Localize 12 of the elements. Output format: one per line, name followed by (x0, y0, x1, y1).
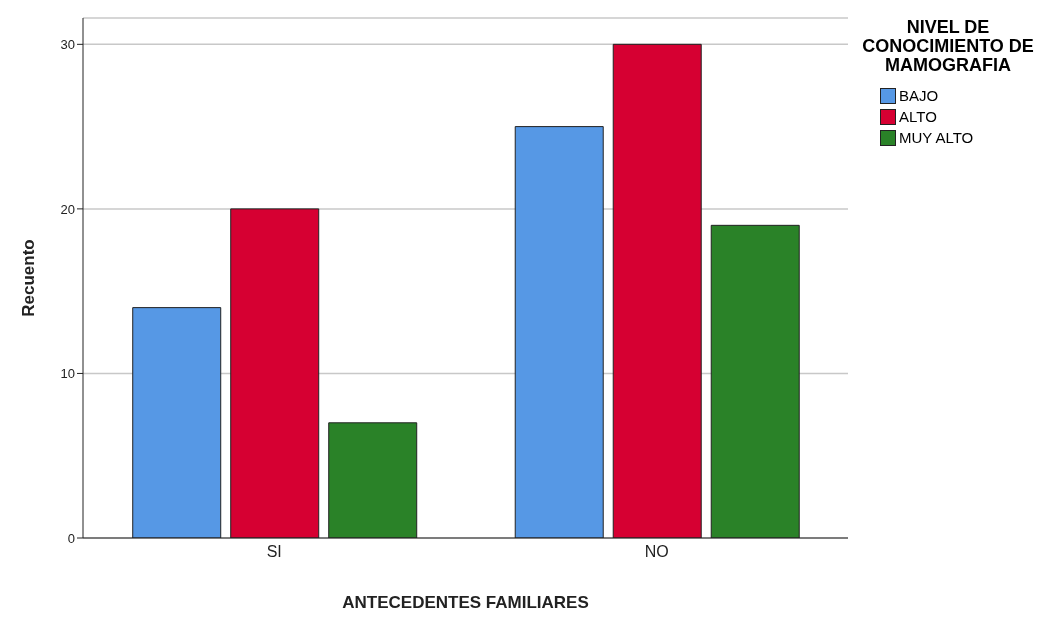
x-tick-label: SI (266, 543, 282, 561)
y-axis-title: Recuento (19, 239, 39, 317)
y-tick-label: 30 (60, 36, 75, 52)
legend-label: ALTO (899, 108, 937, 125)
legend-title: NIVEL DE CONOCIMIENTO DE MAMOGRAFIA (861, 17, 1035, 75)
legend-label: BAJO (899, 87, 939, 104)
y-tick-label: 10 (60, 366, 75, 382)
y-tick-label: 20 (60, 201, 75, 217)
y-tick-label: 0 (67, 530, 75, 546)
x-tick-label: NO (644, 543, 669, 561)
legend-label: MUY ALTO (899, 129, 974, 146)
x-axis-title: ANTECEDENTES FAMILIARES (342, 593, 589, 612)
